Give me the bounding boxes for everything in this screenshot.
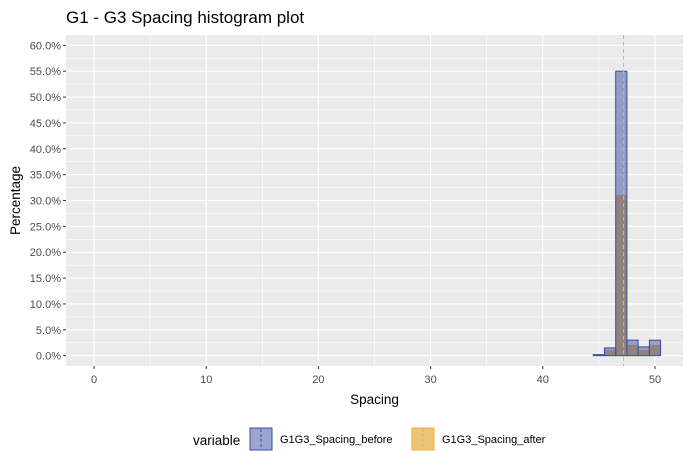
x-tick-label: 30	[424, 374, 436, 386]
y-tick-label: 5.0%	[36, 325, 61, 337]
legend-title: variable	[193, 433, 240, 448]
y-tick-label: 30.0%	[30, 196, 61, 208]
y-tick-label: 25.0%	[30, 221, 61, 233]
major-gridlines	[66, 35, 683, 366]
before-bar	[603, 347, 617, 357]
before-bar	[592, 354, 605, 357]
y-tick-label: 10.0%	[30, 299, 61, 311]
before-bar	[615, 70, 628, 357]
before-bar	[637, 346, 650, 357]
x-tick-label: 20	[312, 374, 324, 386]
y-tick-label: 60.0%	[30, 40, 61, 52]
x-tick-label: 40	[537, 374, 549, 386]
before-bar	[626, 339, 639, 357]
y-tick-label: 45.0%	[30, 118, 61, 130]
x-tick-label: 50	[649, 374, 661, 386]
y-tick-label: 20.0%	[30, 247, 61, 259]
x-axis-ticks: 0 10 20 30 40 50	[91, 366, 661, 386]
y-axis-ticks: 0.0% 5.0% 10.0% 15.0% 20.0% 25.0% 30.0% 35.0% 40…	[30, 40, 66, 363]
y-tick-label: 35.0%	[30, 170, 61, 182]
y-axis-title: Percentage	[8, 166, 23, 235]
x-axis-title: Spacing	[350, 392, 399, 407]
minor-gridlines	[66, 35, 683, 366]
before-bar	[648, 339, 662, 357]
legend-label: G1G3_Spacing_before	[280, 434, 393, 446]
legend-label: G1G3_Spacing_after	[442, 434, 546, 446]
x-tick-label: 0	[91, 374, 97, 386]
y-tick-label: 15.0%	[30, 273, 61, 285]
x-tick-label: 10	[200, 374, 212, 386]
y-tick-label: 55.0%	[30, 66, 61, 78]
y-tick-label: 0.0%	[36, 351, 61, 363]
y-tick-label: 40.0%	[30, 144, 61, 156]
y-tick-label: 50.0%	[30, 92, 61, 104]
series-before-bars	[592, 70, 662, 357]
legend: variable G1G3_Spacing_before G1G3_Spacing_…	[193, 427, 546, 451]
chart-title: G1 - G3 Spacing histogram plot	[66, 8, 304, 27]
